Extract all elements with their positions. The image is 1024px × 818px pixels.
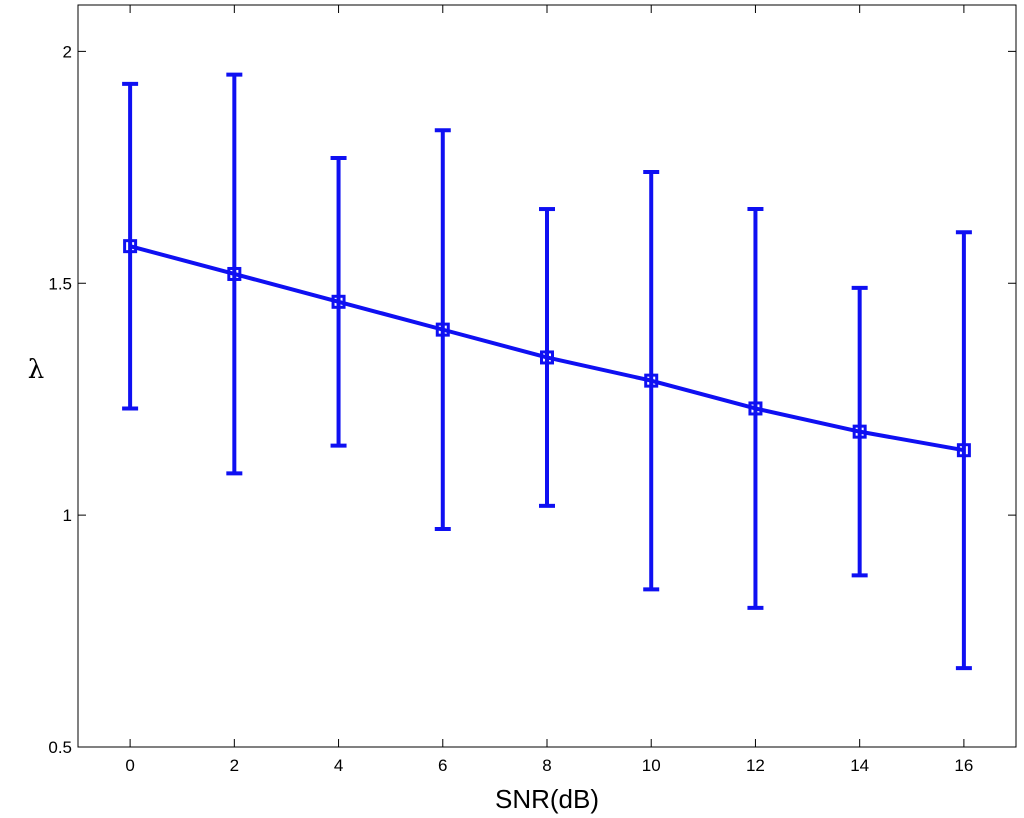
data-point-marker xyxy=(956,443,971,458)
x-axis-label: SNR(dB) xyxy=(495,784,599,814)
y-tick-label: 1 xyxy=(63,506,72,525)
data-point-marker xyxy=(748,401,763,416)
x-tick-label: 14 xyxy=(850,756,869,775)
y-tick-label: 1.5 xyxy=(48,274,72,293)
series-line xyxy=(129,244,965,453)
x-tick-label: 8 xyxy=(542,756,551,775)
x-tick-label: 2 xyxy=(230,756,239,775)
x-tick-label: 10 xyxy=(642,756,661,775)
data-point-marker xyxy=(331,294,346,309)
x-tick-label: 12 xyxy=(746,756,765,775)
axis-ticks xyxy=(78,5,1016,748)
x-tick-label: 16 xyxy=(954,756,973,775)
data-point-marker xyxy=(540,350,554,365)
data-point-marker xyxy=(123,239,138,254)
y-tick-labels: 0.5 1 1.5 2 xyxy=(48,42,72,757)
data-point-marker xyxy=(644,373,659,388)
error-bars xyxy=(122,72,972,671)
series-markers xyxy=(123,239,971,458)
y-axis-label: λ xyxy=(28,355,44,385)
y-tick-label: 0.5 xyxy=(48,738,72,757)
series-lines xyxy=(129,244,965,453)
x-tick-label: 4 xyxy=(334,756,343,775)
x-tick-label: 6 xyxy=(438,756,447,775)
data-point-marker xyxy=(435,322,450,337)
data-point-marker xyxy=(227,266,242,281)
data-point-marker xyxy=(852,424,867,439)
y-tick-label: 2 xyxy=(63,42,72,61)
x-tick-label: 0 xyxy=(125,756,134,775)
x-tick-labels: 0 2 4 6 8 10 12 14 16 xyxy=(125,756,973,775)
